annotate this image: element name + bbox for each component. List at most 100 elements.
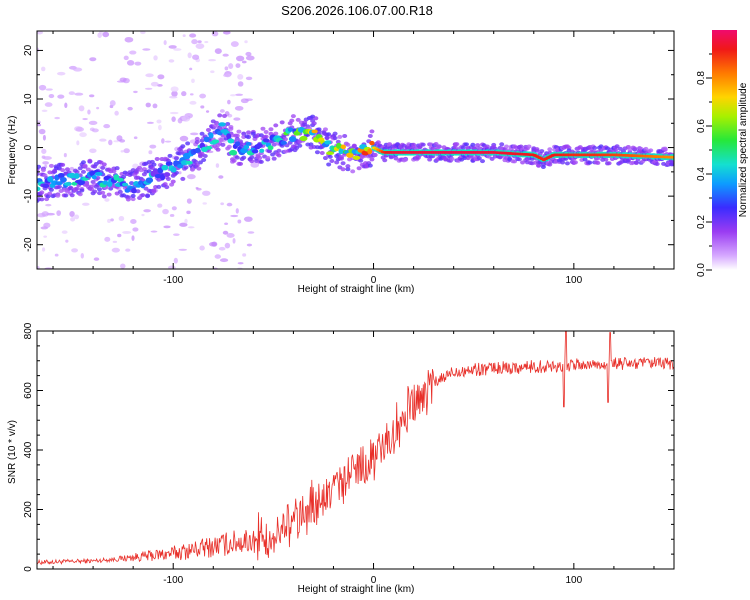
colorbar-label: Normalized spectral amplitude xyxy=(738,82,749,217)
spectrogram-cell xyxy=(276,148,282,153)
spectrogram-cell xyxy=(237,219,242,224)
spectrogram-cell xyxy=(140,193,146,198)
spectrogram-cell xyxy=(156,184,162,189)
spectrogram-cell xyxy=(123,55,129,61)
spectrogram-cell xyxy=(38,128,46,135)
spectrogram-cell xyxy=(145,177,154,184)
spectrogram-cell xyxy=(186,174,196,180)
spectrogram-cell xyxy=(152,103,158,109)
spectrogram-cell xyxy=(47,191,53,196)
spectrogram-cell xyxy=(112,240,118,243)
spectrogram-cell xyxy=(94,171,103,176)
spectrogram-cell xyxy=(215,163,220,168)
spectrogram-cell xyxy=(171,116,176,122)
spectrogram-cell xyxy=(367,148,373,155)
spectrogram-cell xyxy=(489,156,495,161)
spectrogram-cell xyxy=(165,161,173,166)
spectrogram-cell xyxy=(129,181,135,186)
spectrogram-cell xyxy=(173,156,179,161)
spectrogram-cell xyxy=(111,247,120,253)
spectrogram-cell xyxy=(78,105,85,112)
spectrogram-cell xyxy=(504,144,510,149)
spectrogram-cell xyxy=(249,155,255,160)
spectrogram-cell xyxy=(526,144,532,149)
spectrogram-cell xyxy=(65,239,69,243)
spectrogram-cell xyxy=(326,132,332,137)
spectrogram-cell xyxy=(38,84,47,91)
spectrogram-cell xyxy=(154,156,160,161)
spectrogram-cell xyxy=(614,144,620,149)
spectrogram-cell xyxy=(37,31,43,35)
spectrogram-cell xyxy=(89,148,97,154)
spectrogram-cell xyxy=(234,105,244,111)
spectrogram-cell xyxy=(191,78,195,84)
spectrogram-cell xyxy=(326,151,335,156)
spectrogram-cell xyxy=(338,148,344,155)
spectrogram-cell xyxy=(74,214,80,220)
spectrogram-cell xyxy=(654,161,660,166)
spectrogram-cell xyxy=(191,39,198,45)
spectrogram-cell xyxy=(225,121,231,126)
y-tick-label: -20 xyxy=(23,237,34,252)
spectrogram-cell xyxy=(177,117,183,124)
spectrogram-cell xyxy=(192,54,200,60)
spectrogram-cell xyxy=(113,174,120,181)
spectrogram-cell xyxy=(158,124,162,131)
spectrogram-cell xyxy=(70,217,76,222)
spectrogram-cell xyxy=(169,111,179,115)
spectrogram-cell xyxy=(121,174,127,179)
spectrogram-cell xyxy=(476,156,482,161)
spectrogram-cell xyxy=(342,134,348,139)
spectrogram-ylabel: Frequency (Hz) xyxy=(7,116,18,185)
spectrogram-cell xyxy=(125,248,131,252)
spectrogram-cell xyxy=(564,161,570,166)
y-tick-label: -10 xyxy=(23,188,34,203)
spectrogram-cell xyxy=(110,218,114,222)
spectrogram-cell xyxy=(180,144,186,149)
spectrogram-cell xyxy=(246,243,253,247)
spectrogram-cell xyxy=(80,160,86,165)
spectrogram-cell xyxy=(224,242,231,249)
spectrogram-cell xyxy=(372,152,378,157)
spectrogram-cell xyxy=(244,40,248,44)
x-tick-label: 0 xyxy=(371,575,377,586)
spectrogram-cell xyxy=(235,93,244,96)
spectrogram-cell xyxy=(148,150,153,155)
spectrogram-cell xyxy=(335,142,342,149)
spectrogram-cell xyxy=(436,144,442,149)
spectrogram-cells xyxy=(37,31,674,269)
spectrogram-cell xyxy=(279,120,285,125)
spectrogram-cell xyxy=(258,159,264,164)
spectrogram-cell xyxy=(179,135,189,142)
spectrogram-cell xyxy=(246,130,252,135)
spectrogram-cell xyxy=(43,235,47,238)
spectrogram-cell xyxy=(199,93,207,99)
spectrogram-cell xyxy=(316,129,322,134)
spectrogram-cell xyxy=(265,155,271,160)
spectrogram-cell xyxy=(114,166,120,171)
spectrogram-cell xyxy=(211,241,218,247)
spectrogram-cell xyxy=(236,129,242,134)
spectrogram-cell xyxy=(109,100,116,107)
spectrogram-cell xyxy=(259,148,265,153)
spectrogram-cell xyxy=(290,114,296,119)
figure-title: S206.2026.106.07.00.R18 xyxy=(281,3,433,18)
spectrogram-cell xyxy=(129,50,137,55)
spectrogram-cell xyxy=(311,129,318,134)
spectrogram-cell xyxy=(280,140,287,145)
spectrogram-cell xyxy=(499,142,505,147)
spectrogram-cell xyxy=(154,173,162,179)
spectrogram-cell xyxy=(178,248,188,251)
spectrogram-cell xyxy=(350,169,356,174)
spectrogram-cell xyxy=(308,142,314,147)
spectrogram-cell xyxy=(126,60,135,66)
y-tick-label: 200 xyxy=(23,501,34,518)
spectrogram-cell xyxy=(42,183,50,189)
spectrogram-xlabel: Height of straight line (km) xyxy=(298,284,415,295)
spectrogram-cell xyxy=(157,74,165,80)
spectrogram-cell xyxy=(243,144,250,150)
spectrogram-cell xyxy=(96,187,102,192)
spectrogram-cell xyxy=(63,153,67,158)
